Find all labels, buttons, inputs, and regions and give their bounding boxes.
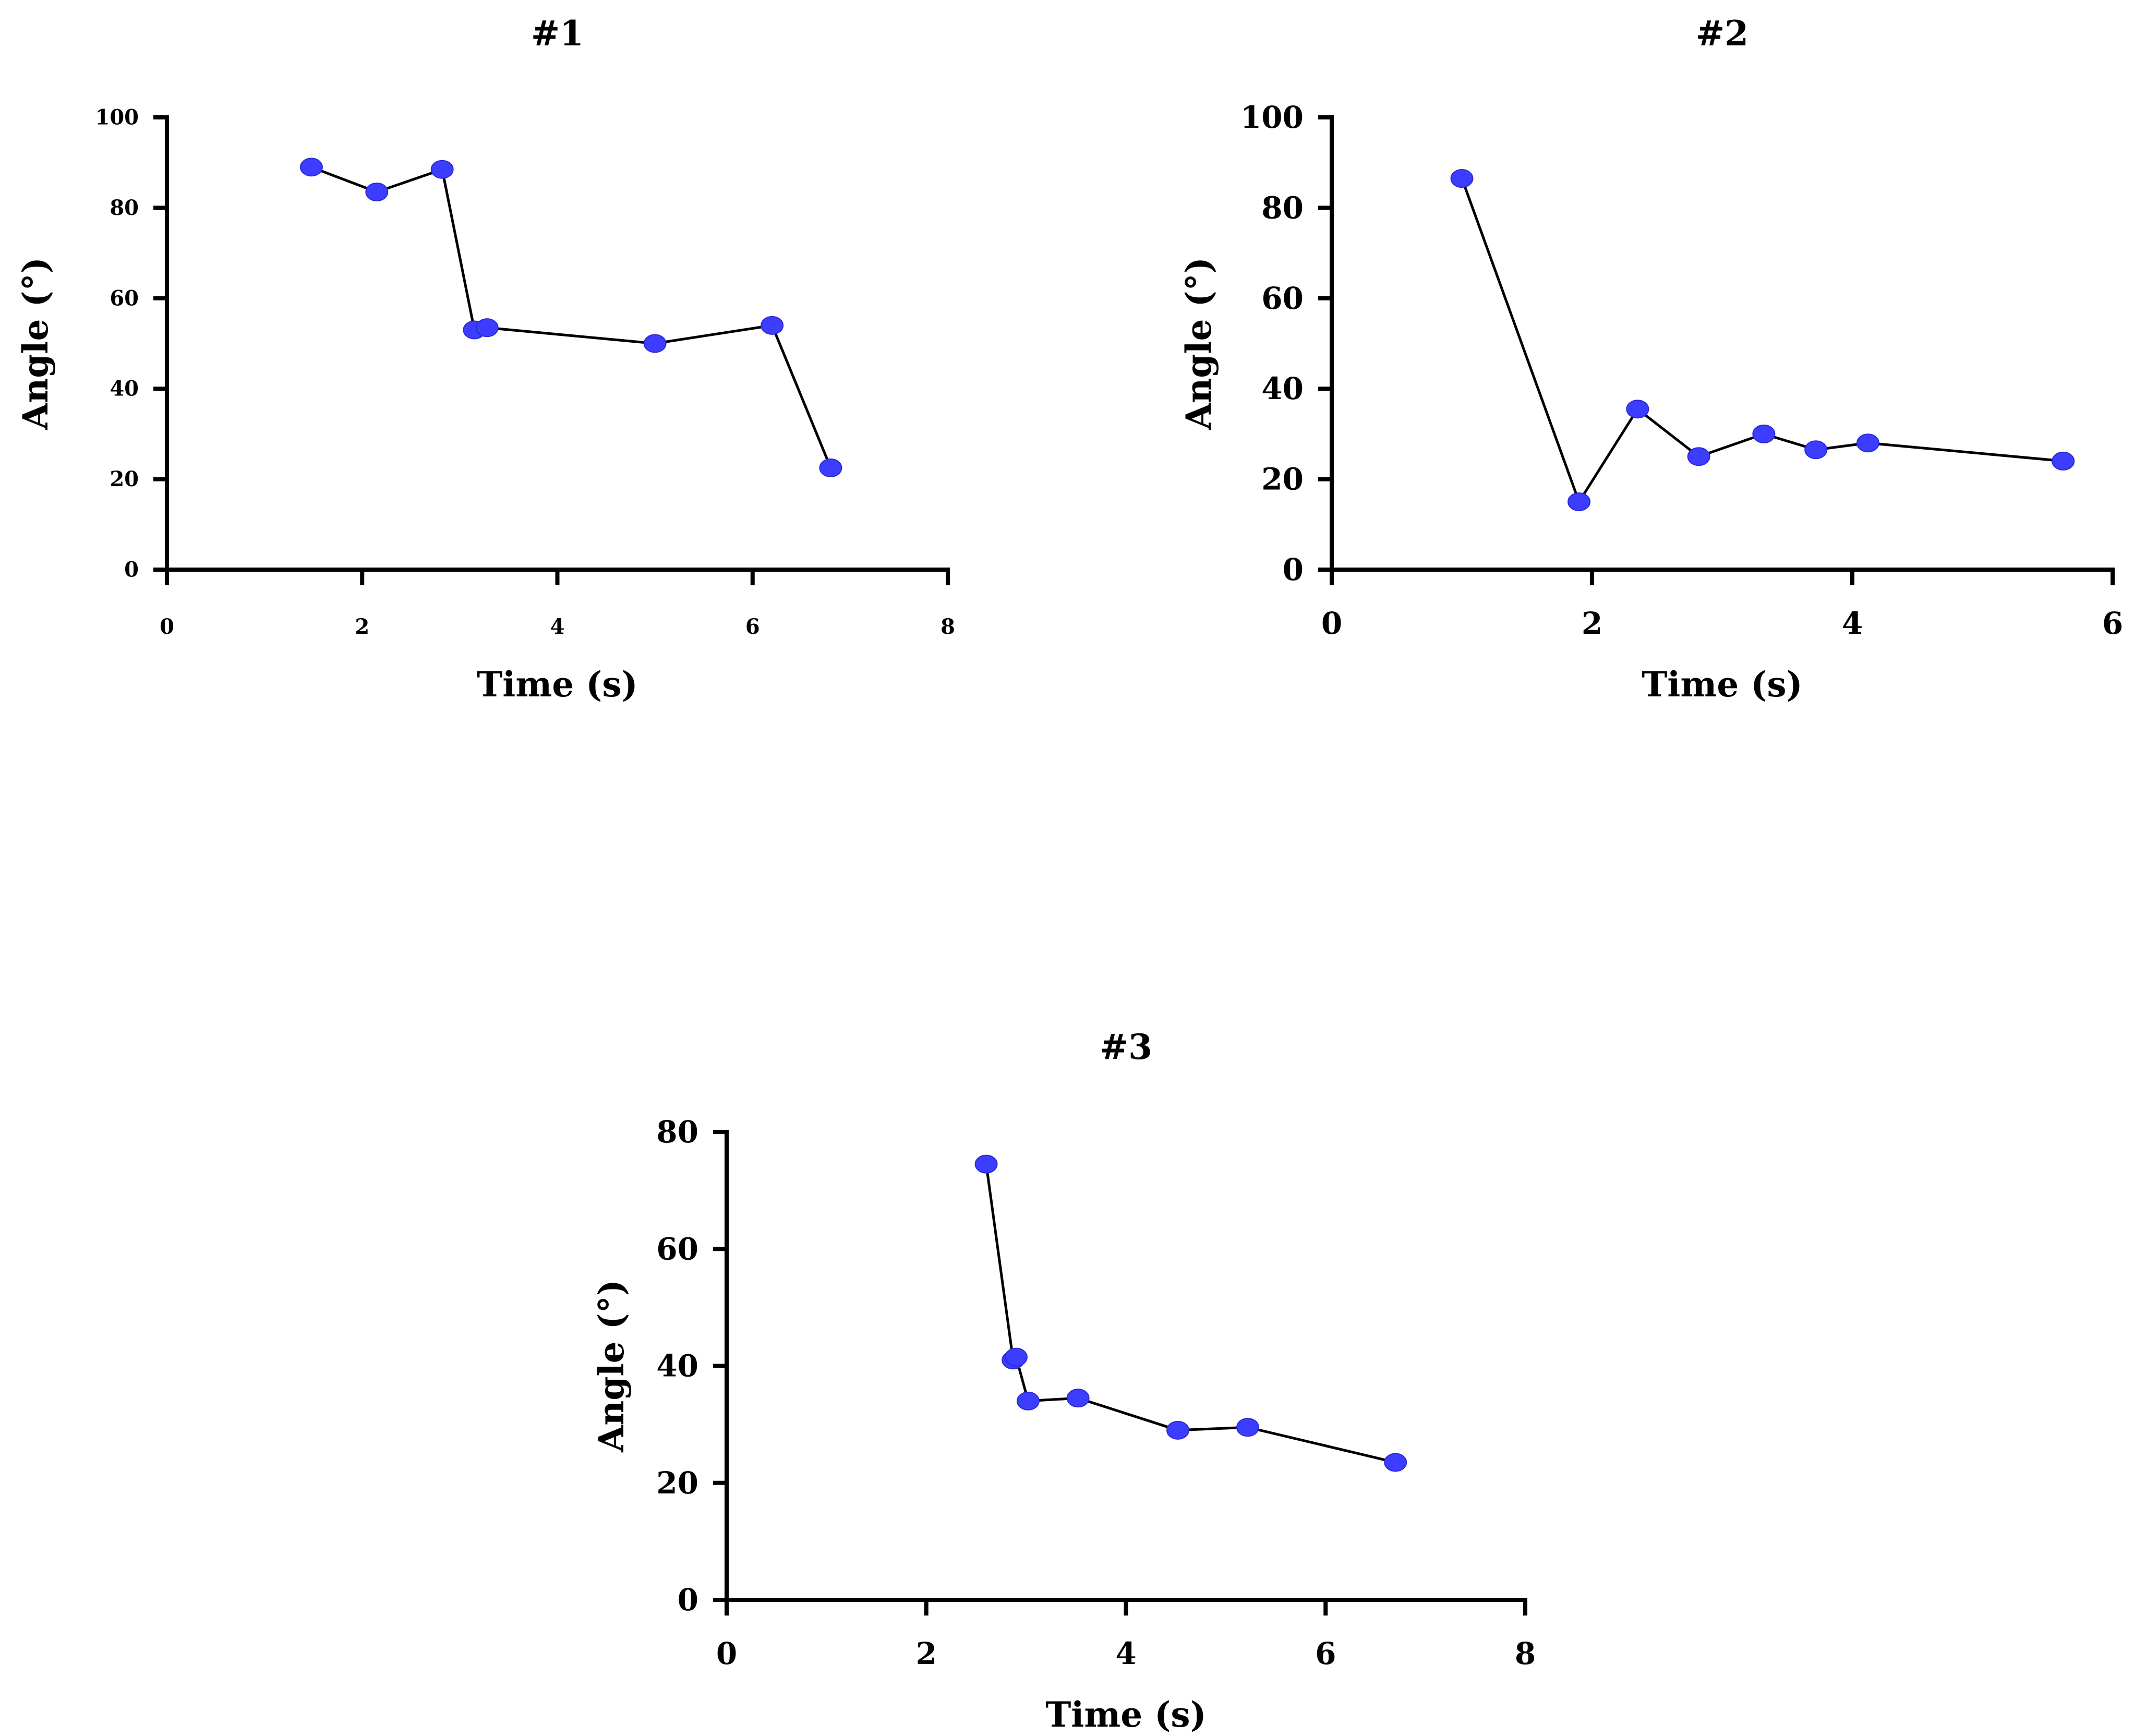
data-point [1687,447,1710,466]
x-axis-label: Time (s) [1045,1694,1207,1735]
data-point [475,318,499,337]
chart-title: #1 [531,13,584,54]
x-tick-label: 0 [1321,606,1342,641]
x-tick-label: 6 [745,614,760,639]
data-point [1004,1347,1028,1367]
x-tick-label: 8 [1515,1636,1536,1671]
data-point [1236,1418,1259,1437]
x-tick-label: 4 [1842,606,1863,641]
data-point [643,334,667,353]
y-tick-label: 60 [110,286,139,310]
x-axis-label: Time (s) [477,664,638,705]
x-tick-label: 8 [941,614,955,639]
y-axis-label: Angle (°) [15,257,56,430]
data-point [1856,433,1879,453]
x-axis-label: Time (s) [1642,664,1803,705]
data-point [1752,424,1776,443]
chart-panel-2: #2 0 20 40 60 80 100 0 2 4 6 Time (s) Angle (°) [1178,13,2123,705]
data-point [974,1154,998,1174]
y-tick-label: 100 [95,105,139,130]
x-tick-label: 4 [550,614,565,639]
y-tick-label: 0 [1283,552,1304,587]
y-tick-label: 0 [678,1582,698,1618]
data-point [1568,492,1591,511]
y-tick-label: 20 [110,467,139,491]
data-point [761,316,784,335]
series-line [985,1164,1396,1464]
data-point [1804,440,1828,460]
data-point [1384,1453,1407,1472]
chart-title: #3 [1100,1027,1152,1067]
data-point [1626,400,1649,419]
data-point [365,183,389,202]
y-tick-label: 40 [110,377,139,401]
y-tick-label: 80 [110,196,139,220]
data-point [1066,1389,1090,1408]
data-point [1450,169,1474,188]
y-tick-label: 40 [656,1348,698,1384]
data-point [1166,1420,1190,1440]
data-point [2052,451,2075,471]
y-axis-label: Angle (°) [1178,257,1219,430]
y-tick-label: 100 [1240,100,1304,135]
data-point [1016,1391,1040,1410]
y-tick-label: 20 [656,1465,698,1501]
x-tick-label: 0 [716,1636,737,1671]
y-tick-label: 40 [1261,371,1304,406]
y-tick-label: 80 [1261,190,1304,225]
series-line [311,166,832,468]
data-point [299,158,323,177]
series-line [1461,178,2064,505]
x-tick-label: 6 [1315,1636,1336,1671]
y-axis-label: Angle (°) [591,1280,632,1453]
y-tick-label: 60 [656,1231,698,1267]
x-tick-label: 0 [160,614,174,639]
x-tick-label: 6 [2102,606,2123,641]
chart-panel-3: #3 0 20 40 60 80 0 2 4 6 8 Time (s) Angle (°) [591,1027,1536,1735]
data-point [430,160,454,179]
x-tick-label: 2 [916,1636,937,1671]
x-tick-label: 2 [355,614,369,639]
y-tick-label: 80 [656,1114,698,1150]
y-tick-label: 0 [124,558,139,582]
y-tick-label: 60 [1261,281,1304,316]
x-tick-label: 2 [1582,606,1602,641]
chart-panel-1: #1 0 20 40 60 80 100 0 2 4 6 8 Time (s) Angle (°) [15,13,955,705]
x-tick-label: 4 [1115,1636,1136,1671]
chart-title: #2 [1696,13,1749,54]
data-point [819,458,842,477]
y-tick-label: 20 [1261,462,1304,497]
